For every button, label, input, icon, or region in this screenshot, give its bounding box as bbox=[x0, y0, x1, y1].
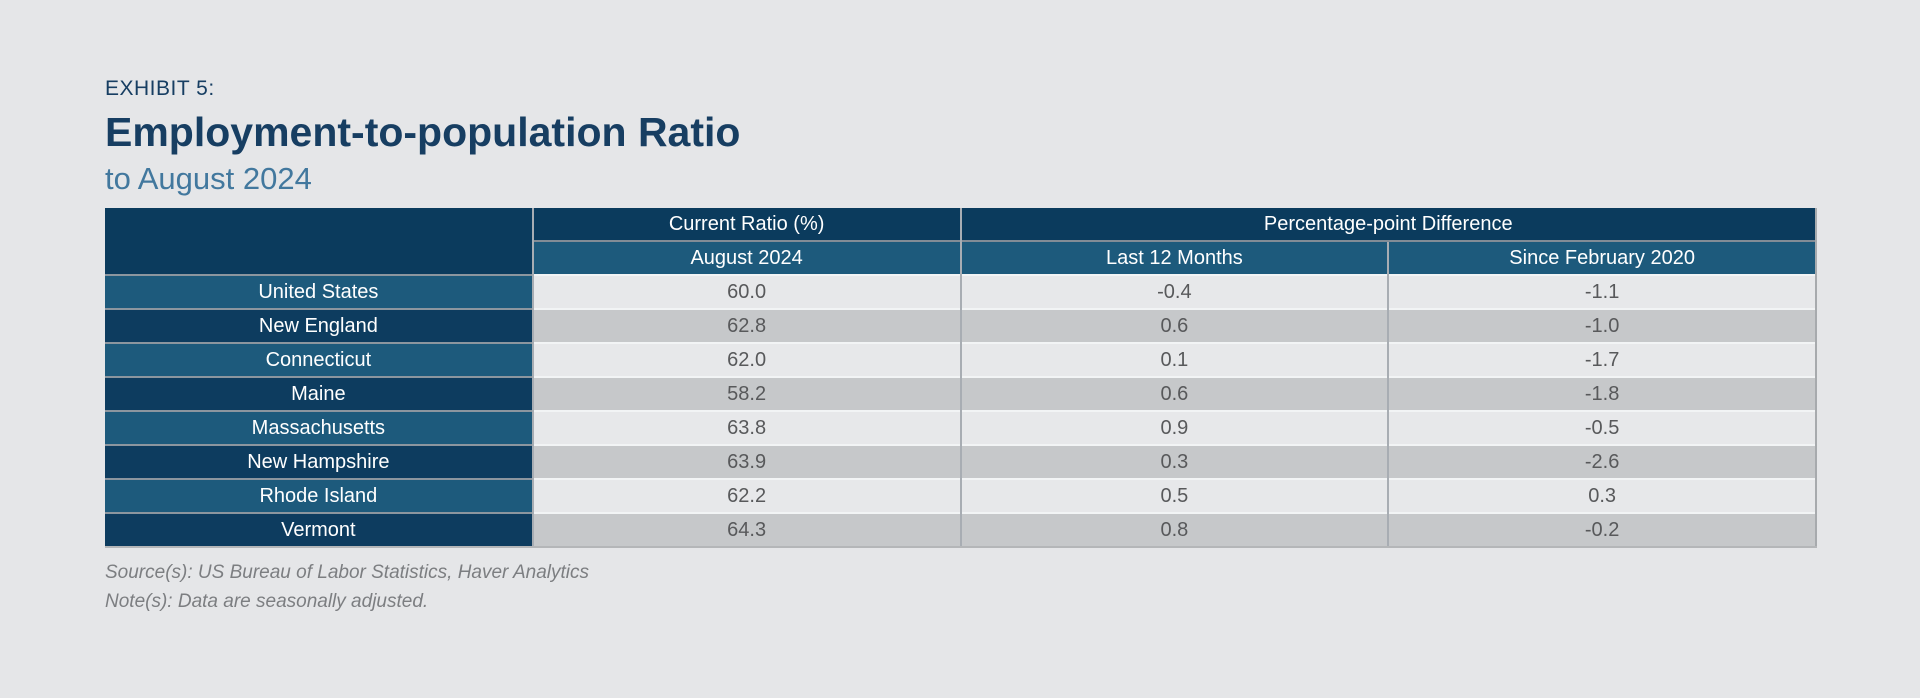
column-group-pp-difference: Percentage-point Difference bbox=[959, 208, 1817, 241]
table-row-maine: Maine 58.2 0.6 -1.8 bbox=[105, 376, 1817, 411]
table-row-massachusetts: Massachusetts 63.8 0.9 -0.5 bbox=[105, 410, 1817, 445]
table-row-vermont: Vermont 64.3 0.8 -0.2 bbox=[105, 512, 1817, 548]
note-line: Note(s): Data are seasonally adjusted. bbox=[105, 591, 429, 612]
column-header-august-2024: August 2024 bbox=[531, 240, 961, 275]
row-label: United States bbox=[105, 274, 533, 309]
cell-current-ratio: 62.2 bbox=[531, 478, 961, 513]
cell-last-12-months: -0.4 bbox=[959, 274, 1389, 309]
cell-last-12-months: 0.6 bbox=[959, 376, 1389, 411]
row-label: New Hampshire bbox=[105, 444, 533, 479]
column-group-row: Current Ratio (%) Percentage-point Diffe… bbox=[105, 208, 1817, 275]
column-header-last-12-months: Last 12 Months bbox=[959, 240, 1389, 275]
cell-current-ratio: 60.0 bbox=[531, 274, 961, 309]
cell-current-ratio: 62.8 bbox=[531, 308, 961, 343]
cell-since-feb-2020: -0.2 bbox=[1387, 512, 1817, 548]
cell-last-12-months: 0.3 bbox=[959, 444, 1389, 479]
cell-current-ratio: 64.3 bbox=[531, 512, 961, 548]
column-group-current-ratio: Current Ratio (%) bbox=[531, 208, 961, 241]
table-header: Current Ratio (%) Percentage-point Diffe… bbox=[105, 208, 1817, 275]
table-row-new-england: New England 62.8 0.6 -1.0 bbox=[105, 308, 1817, 343]
source-line: Source(s): US Bureau of Labor Statistics… bbox=[105, 562, 589, 583]
cell-current-ratio: 63.9 bbox=[531, 444, 961, 479]
row-label: Massachusetts bbox=[105, 410, 533, 445]
column-header-row: August 2024 Last 12 Months Since Februar… bbox=[105, 240, 1817, 275]
exhibit-page: EXHIBIT 5: Employment-to-population Rati… bbox=[105, 0, 1817, 616]
page-title: Employment-to-population Ratio bbox=[105, 109, 741, 155]
table-row-united-states: United States 60.0 -0.4 -1.1 bbox=[105, 274, 1817, 309]
row-label: Vermont bbox=[105, 512, 533, 548]
cell-current-ratio: 63.8 bbox=[531, 410, 961, 445]
cell-last-12-months: 0.9 bbox=[959, 410, 1389, 445]
table-corner-cell bbox=[105, 208, 533, 275]
row-label: Rhode Island bbox=[105, 478, 533, 513]
cell-last-12-months: 0.6 bbox=[959, 308, 1389, 343]
table-row-rhode-island: Rhode Island 62.2 0.5 0.3 bbox=[105, 478, 1817, 513]
employment-ratio-table: Current Ratio (%) Percentage-point Diffe… bbox=[105, 208, 1817, 548]
table-row-connecticut: Connecticut 62.0 0.1 -1.7 bbox=[105, 342, 1817, 377]
row-label: New England bbox=[105, 308, 533, 343]
page-subtitle: to August 2024 bbox=[105, 161, 312, 196]
cell-last-12-months: 0.5 bbox=[959, 478, 1389, 513]
table-row-new-hampshire: New Hampshire 63.9 0.3 -2.6 bbox=[105, 444, 1817, 479]
row-label: Connecticut bbox=[105, 342, 533, 377]
exhibit-number: EXHIBIT 5: bbox=[105, 77, 215, 100]
cell-current-ratio: 62.0 bbox=[531, 342, 961, 377]
table-footnotes: Source(s): US Bureau of Labor Statistics… bbox=[105, 558, 1817, 616]
row-label: Maine bbox=[105, 376, 533, 411]
cell-since-feb-2020: -1.1 bbox=[1387, 274, 1817, 309]
cell-since-feb-2020: -1.8 bbox=[1387, 376, 1817, 411]
column-header-since-feb-2020: Since February 2020 bbox=[1387, 240, 1817, 275]
cell-since-feb-2020: 0.3 bbox=[1387, 478, 1817, 513]
cell-since-feb-2020: -1.7 bbox=[1387, 342, 1817, 377]
cell-current-ratio: 58.2 bbox=[531, 376, 961, 411]
cell-last-12-months: 0.1 bbox=[959, 342, 1389, 377]
cell-since-feb-2020: -2.6 bbox=[1387, 444, 1817, 479]
cell-last-12-months: 0.8 bbox=[959, 512, 1389, 548]
table-body: United States 60.0 -0.4 -1.1 New England… bbox=[105, 274, 1817, 548]
cell-since-feb-2020: -0.5 bbox=[1387, 410, 1817, 445]
cell-since-feb-2020: -1.0 bbox=[1387, 308, 1817, 343]
